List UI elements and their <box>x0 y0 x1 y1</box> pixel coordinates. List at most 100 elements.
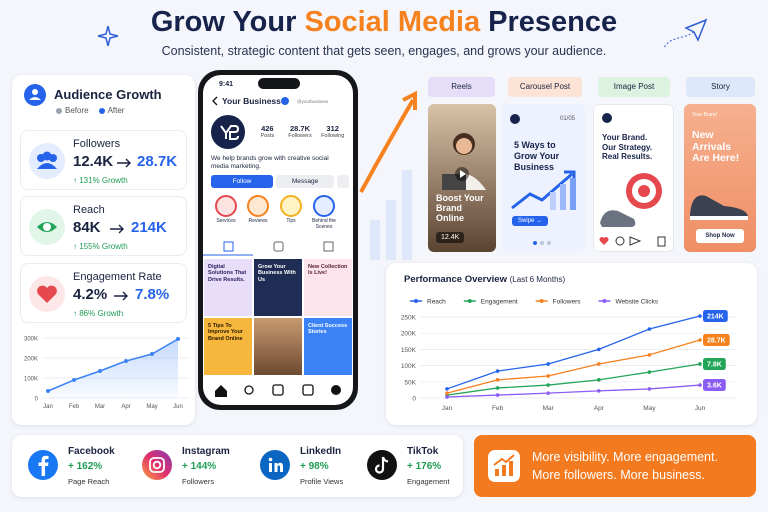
performance-heading: Performance Overview (Last 6 Months) <box>404 274 565 285</box>
metric-after: 214K <box>131 219 167 236</box>
stat-label: Following <box>321 133 345 139</box>
platform-metric: Profile Views <box>300 477 344 486</box>
highlight-label: Behind the Scenes <box>312 218 336 230</box>
stat: 28.7K Followers <box>284 124 317 139</box>
post-type-tab[interactable]: Story <box>686 77 755 97</box>
sparkle-icon <box>97 25 119 47</box>
stat-label: Posts <box>260 133 275 139</box>
metric-icon <box>29 143 65 179</box>
legend-swatch <box>414 299 418 303</box>
photo-tile[interactable] <box>254 318 302 375</box>
platform-metric: Engagement <box>407 477 450 486</box>
data-line <box>446 363 701 396</box>
post-type-tab[interactable]: Carousel Post <box>508 77 582 97</box>
post-tile[interactable]: 5 Tips To Improve Your Brand Online <box>204 318 252 375</box>
post-tile[interactable]: New Collection Is Live! <box>304 259 352 316</box>
title-part: Grow Your <box>150 6 297 38</box>
y-tick-label: 200K <box>401 331 417 338</box>
platform-metric: Page Reach <box>68 477 110 486</box>
legend-label: Reach <box>427 299 446 306</box>
audience-icon <box>24 84 46 106</box>
message-button[interactable]: Message <box>276 175 334 188</box>
swipe-button[interactable]: Swipe → <box>512 216 549 226</box>
metric-icon <box>29 276 65 312</box>
x-tick-label: Apr <box>594 405 605 412</box>
image-post-card: Your Brand. Our Strategy. Real Results. <box>593 104 674 252</box>
title-highlight: Social Media <box>304 6 481 38</box>
data-point <box>546 374 550 378</box>
facebook-logo <box>28 450 58 480</box>
platform-name: Instagram <box>182 446 230 457</box>
y-tick-label: 50K <box>404 379 416 386</box>
platform: TikTok + 176% Engagement <box>367 435 477 497</box>
data-point <box>445 395 449 399</box>
bio: We help brands grow with creative social… <box>211 155 329 171</box>
legend-swatch <box>602 299 607 303</box>
post-tile[interactable]: Client Success Stories <box>304 318 352 375</box>
shoe-graphic <box>690 195 748 220</box>
pager-dots <box>533 241 551 245</box>
post-tile[interactable]: Grow Your Business With Us <box>254 259 302 316</box>
platform: LinkedIn + 98% Profile Views <box>260 435 370 497</box>
highlight-label: Tips <box>286 218 296 224</box>
post-type-tab[interactable]: Image Post <box>598 77 670 97</box>
story-text: New Arrivals Are Here! <box>692 129 740 165</box>
metric-label: Reach <box>73 204 105 216</box>
profile-tabs <box>203 241 334 256</box>
highlight-icon[interactable] <box>313 195 335 217</box>
highlight-icon[interactable] <box>280 195 302 217</box>
legend-item: After <box>98 106 125 115</box>
end-label-text: 214K <box>707 314 724 321</box>
highlight-icon[interactable] <box>247 195 269 217</box>
avatar <box>211 115 245 149</box>
data-line <box>446 384 701 398</box>
platform-change: + 144% <box>182 461 217 472</box>
title-part: Presence <box>488 6 618 38</box>
legend: Before After <box>56 106 124 115</box>
platforms-card: Facebook + 162% Page Reach Instagram + 144%… <box>12 435 463 497</box>
highlight-icon[interactable] <box>215 195 237 217</box>
data-point <box>495 378 500 382</box>
legend-label: After <box>107 106 125 115</box>
chart-title: Performance Overview <box>404 274 507 285</box>
data-point <box>546 391 550 395</box>
follow-button[interactable]: Follow <box>211 175 273 188</box>
x-tick-label: May <box>146 404 157 410</box>
metric-before: 4.2% <box>73 286 108 303</box>
metric-icon <box>29 209 65 245</box>
metric-growth: ↑ 155% Growth <box>73 242 128 251</box>
y-tick-label: 0 <box>412 396 416 403</box>
data-point <box>72 378 76 382</box>
legend-label: Website Clicks <box>615 299 658 306</box>
banner-line: More followers. More business. <box>532 468 705 482</box>
legend-swatch <box>98 107 105 114</box>
platform-name: Facebook <box>68 446 115 457</box>
target-graphic <box>600 173 662 227</box>
verified-badge <box>281 97 289 105</box>
metric-before: 12.4K <box>73 153 114 170</box>
curved-arrow <box>359 90 417 193</box>
metric-after: 7.8% <box>135 286 170 303</box>
x-tick-label: Feb <box>492 405 504 412</box>
notch <box>258 78 300 89</box>
title: Grow Your Social Media Presence <box>0 6 768 39</box>
data-point <box>98 369 102 373</box>
performance-chart: 0 50K 100K 150K 200K 250K Jan Feb Mar Apr May Jun Re… <box>401 299 736 412</box>
platform-change: + 98% <box>300 461 329 472</box>
dropdown-button[interactable] <box>337 175 349 188</box>
data-point <box>546 383 550 387</box>
post-type-tab[interactable]: Reels <box>428 77 495 97</box>
audience-growth-card: Audience Growth Before After Followers 12… <box>12 75 195 425</box>
shop-now-button[interactable]: Shop Now <box>696 229 744 243</box>
image-post-text: Your Brand. Our Strategy. Real Results. <box>602 133 653 162</box>
highlight-label: Services <box>216 218 236 224</box>
platform-change: + 176% <box>407 461 442 472</box>
stat-label: Followers <box>288 133 312 139</box>
tiktok-logo <box>367 450 397 480</box>
end-label-box <box>703 310 728 323</box>
post-actions <box>599 236 666 247</box>
post-tile[interactable]: Digital Solutions That Drive Results. <box>204 259 252 316</box>
end-label: 3.6K <box>703 379 726 392</box>
y-tick-label: 250K <box>401 315 417 322</box>
